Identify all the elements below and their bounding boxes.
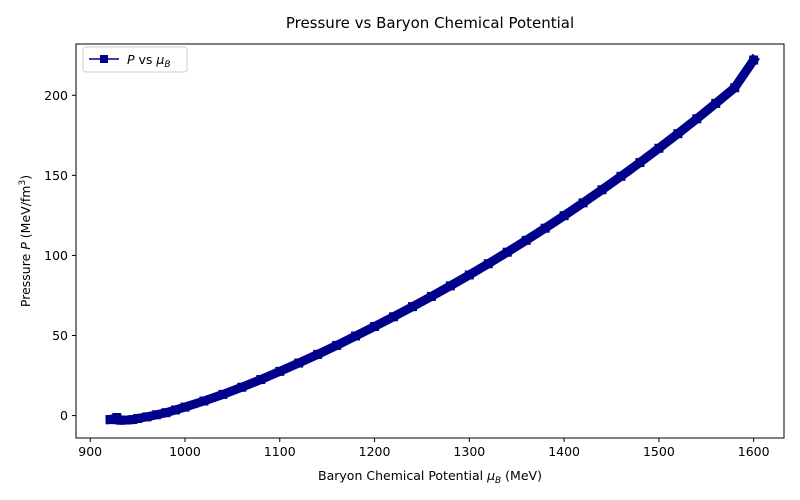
data-point [749, 55, 759, 65]
x-tick-label: 1400 [548, 444, 580, 459]
data-point [578, 198, 588, 208]
x-tick-label: 1600 [738, 444, 770, 459]
x-axis: 900 1000 1100 1200 1300 1400 1500 1600 [78, 438, 770, 459]
data-point [171, 405, 181, 415]
x-tick-label: 900 [78, 444, 102, 459]
chart-title: Pressure vs Baryon Chemical Potential [286, 14, 574, 32]
data-point [540, 223, 550, 233]
data-point [730, 83, 740, 93]
data-point [521, 235, 531, 245]
data-point [426, 291, 436, 301]
y-tick-label: 50 [52, 328, 68, 343]
x-tick-label: 1200 [359, 444, 391, 459]
data-point [502, 247, 512, 257]
data-point [351, 331, 361, 341]
data-point [635, 158, 645, 168]
data-point [597, 185, 607, 195]
data-point [673, 129, 683, 139]
data-point [313, 349, 323, 359]
y-tick-label: 100 [44, 248, 68, 263]
data-point [199, 396, 209, 406]
y-tick-label: 150 [44, 168, 68, 183]
x-axis-label: Baryon Chemical Potential μB (MeV) [318, 468, 542, 486]
legend-marker [100, 55, 108, 63]
data-point [445, 281, 455, 291]
data-point [128, 415, 138, 425]
data-point [256, 375, 266, 385]
data-point [616, 171, 626, 181]
data-point [483, 259, 493, 269]
series-line [105, 53, 760, 425]
y-axis: 0 50 100 150 200 [44, 88, 76, 423]
data-point [294, 358, 304, 368]
data-point [237, 382, 247, 392]
data-point [152, 410, 162, 420]
y-tick-label: 0 [60, 408, 68, 423]
x-tick-label: 1100 [264, 444, 296, 459]
data-point [180, 402, 190, 412]
data-point [218, 389, 228, 399]
legend-box [82, 46, 188, 73]
data-point [121, 415, 131, 425]
data-point [332, 340, 342, 350]
legend-label: P vs μB [127, 52, 171, 70]
data-point [559, 211, 569, 221]
data-point [161, 408, 171, 418]
data-point [407, 302, 417, 312]
y-axis-label: Pressure P (MeV/fm3) [18, 175, 33, 307]
plot-frame [75, 43, 785, 439]
data-point [389, 312, 399, 322]
data-point [464, 270, 474, 280]
data-point [711, 98, 721, 108]
y-tick-label: 200 [44, 88, 68, 103]
data-point [692, 114, 702, 124]
data-point [275, 366, 285, 376]
legend: P vs μB [82, 46, 188, 73]
data-point [370, 322, 380, 332]
series-layer [105, 53, 760, 425]
data-point [142, 412, 152, 422]
plot-area [75, 43, 785, 439]
data-point [133, 413, 143, 423]
x-tick-label: 1000 [169, 444, 201, 459]
data-point [116, 415, 126, 425]
data-point [654, 143, 664, 153]
x-tick-label: 1500 [643, 444, 675, 459]
x-tick-label: 1300 [453, 444, 485, 459]
